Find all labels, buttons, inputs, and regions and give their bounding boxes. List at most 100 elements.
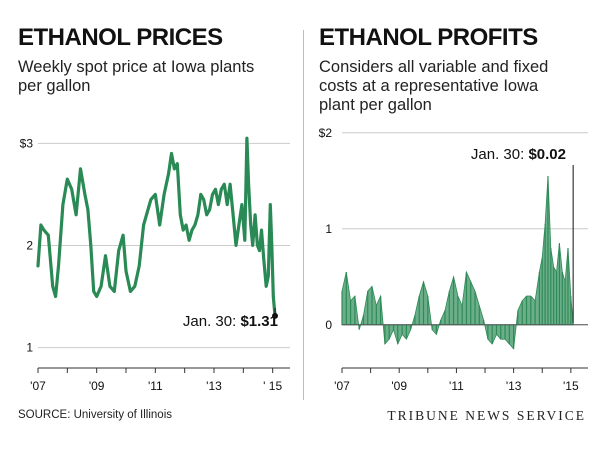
left-y-tick-label-2: $3 [20, 136, 34, 150]
price-point-44 [200, 193, 202, 196]
price-point-16 [95, 295, 98, 298]
price-point-72 [270, 244, 273, 247]
price-point-47 [208, 208, 211, 211]
right-axes: 0 1 $2 '07 '09 '11 '13 '15 [319, 126, 588, 393]
left-x-tick-label-1: '09 [89, 379, 105, 393]
right-y-tick-label-1: 1 [325, 222, 332, 236]
price-point-2 [43, 229, 45, 231]
right-series [341, 175, 574, 350]
left-annotation-dot [272, 312, 279, 319]
price-point-58 [241, 203, 243, 206]
price-point-20 [113, 290, 116, 293]
price-point-26 [138, 265, 140, 267]
price-point-6 [57, 265, 60, 267]
price-point-73 [272, 295, 275, 298]
price-point-71 [269, 203, 272, 206]
price-point-7 [62, 203, 64, 206]
price-point-61 [247, 183, 250, 185]
price-point-36 [176, 162, 179, 165]
right-annotation-label: Jan. 30: $0.02 [471, 146, 566, 163]
price-point-11 [79, 168, 82, 170]
left-x-tick-label-2: '11 [148, 379, 163, 393]
right-x-tick-label-4: '15 [563, 379, 579, 393]
left-x-tick-label-0: '07 [30, 379, 46, 393]
left-x-tick-label-4: ' 15 [263, 379, 282, 393]
price-point-65 [256, 244, 259, 247]
price-point-69 [265, 285, 268, 288]
price-point-32 [163, 193, 165, 196]
price-point-31 [158, 224, 161, 226]
price-point-51 [220, 188, 223, 191]
left-annotation: Jan. 30: $1.31 [183, 308, 279, 330]
price-point-5 [54, 295, 57, 298]
price-point-30 [154, 193, 157, 196]
price-point-15 [92, 290, 95, 293]
price-point-53 [226, 203, 228, 206]
price-point-35 [173, 168, 176, 170]
left-title: ETHANOL PRICES [18, 24, 223, 51]
price-point-38 [182, 229, 184, 231]
price-point-59 [244, 239, 246, 242]
right-y-tick-label-2: $2 [319, 126, 333, 140]
right-subtitle-line-2: costs at a representative Iowa [319, 77, 539, 95]
price-point-46 [205, 214, 208, 216]
price-point-43 [197, 214, 199, 216]
right-annotation-value: $0.02 [528, 146, 566, 163]
price-point-67 [260, 229, 263, 231]
price-point-40 [188, 239, 190, 242]
right-subtitle-line-1: Considers all variable and fixed [319, 58, 549, 76]
price-point-34 [170, 152, 173, 155]
price-point-14 [90, 244, 92, 247]
left-subtitle-line-2: per gallon [18, 77, 91, 95]
price-point-9 [70, 188, 73, 191]
source-note: SOURCE: University of Illinois [18, 409, 173, 421]
price-point-64 [254, 214, 256, 216]
price-point-21 [117, 249, 120, 252]
price-point-50 [217, 203, 220, 206]
price-point-10 [75, 214, 77, 216]
price-point-37 [179, 214, 182, 216]
right-x-tick-label-1: '09 [391, 379, 407, 393]
price-point-17 [100, 285, 102, 288]
price-point-60 [246, 137, 248, 140]
price-point-66 [258, 249, 261, 252]
price-point-52 [223, 183, 226, 185]
price-point-56 [235, 244, 237, 247]
price-point-70 [267, 275, 270, 277]
price-point-18 [104, 254, 107, 257]
price-point-41 [191, 229, 193, 231]
panel-divider [303, 30, 304, 400]
price-point-33 [167, 173, 170, 175]
price-point-57 [238, 224, 240, 226]
right-annotation: Jan. 30: $0.02 [471, 146, 574, 323]
right-subtitle-line-3: plant per gallon [319, 96, 432, 114]
price-point-39 [185, 224, 187, 226]
price-point-13 [87, 208, 89, 211]
price-point-19 [109, 285, 111, 288]
price-point-63 [251, 244, 254, 247]
price-point-3 [47, 234, 50, 237]
price-point-42 [194, 224, 196, 226]
price-point-4 [51, 285, 54, 288]
left-annotation-value: $1.31 [240, 313, 278, 330]
left-series [36, 136, 277, 318]
right-x-tick-label-3: '13 [506, 379, 522, 393]
price-point-23 [125, 270, 127, 272]
price-point-8 [66, 178, 69, 180]
price-point-24 [129, 290, 132, 293]
price-point-25 [134, 285, 136, 288]
price-point-22 [122, 234, 124, 237]
credit-line: TRIBUNE NEWS SERVICE [387, 408, 586, 423]
right-x-tick-label-2: '11 [449, 379, 464, 393]
right-x-tick-label-0: '07 [334, 379, 350, 393]
left-axes: 1 2 $3 '07 '09 '11 '13 ' 15 [20, 136, 290, 393]
price-point-29 [150, 198, 152, 201]
price-point-55 [232, 214, 234, 216]
price-point-12 [84, 193, 86, 196]
price-point-28 [145, 214, 148, 216]
price-point-45 [202, 198, 205, 201]
right-y-tick-label-0: 0 [325, 318, 332, 332]
left-subtitle-line-1: Weekly spot price at Iowa plants [18, 58, 255, 76]
price-point-0 [37, 265, 39, 267]
